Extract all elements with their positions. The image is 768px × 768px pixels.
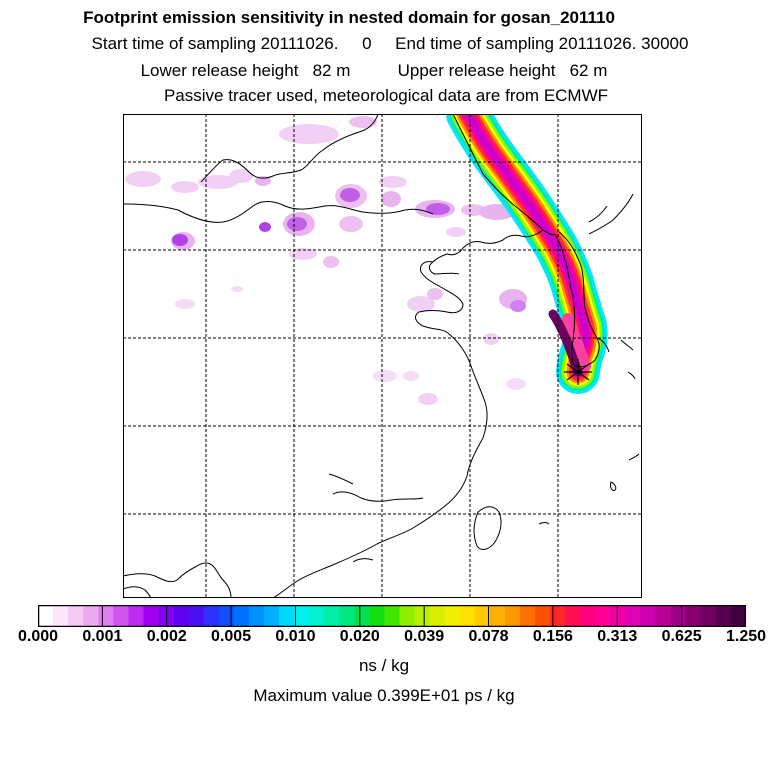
colorbar-swatch bbox=[595, 605, 611, 627]
colorbar-swatch bbox=[38, 605, 54, 627]
colorbar-swatch bbox=[655, 605, 672, 627]
colorbar-swatch bbox=[384, 605, 401, 627]
colorbar-swatch bbox=[279, 605, 295, 627]
title-line-1: Footprint emission sensitivity in nested… bbox=[83, 8, 615, 27]
colorbar-swatch bbox=[489, 605, 506, 627]
colorbar-frame bbox=[38, 605, 746, 627]
colorbar-tick-label: 1.250 bbox=[725, 628, 767, 645]
colorbar-swatch bbox=[670, 605, 687, 627]
colorbar-swatch bbox=[113, 605, 129, 627]
colorbar-tick-label: 0.005 bbox=[211, 628, 252, 645]
colorbar-swatch bbox=[520, 605, 536, 627]
colorbar-tick-label: 0.002 bbox=[146, 628, 187, 645]
colorbar-tick-label: 0.001 bbox=[82, 628, 123, 645]
colorbar-swatch bbox=[248, 605, 265, 627]
colorbar-tick-label: 0.010 bbox=[275, 628, 316, 645]
colorbar-swatch bbox=[414, 605, 431, 627]
colorbar-swatch bbox=[203, 605, 220, 627]
colorbar-swatch bbox=[128, 605, 144, 627]
colorbar-swatch bbox=[730, 605, 746, 627]
colorbar-swatch bbox=[294, 605, 310, 627]
colorbar-swatch bbox=[474, 605, 491, 627]
colorbar-swatch bbox=[324, 605, 340, 627]
colorbar-tick-label: 0.313 bbox=[597, 628, 638, 645]
map-frame bbox=[123, 114, 642, 598]
colorbar-swatch bbox=[309, 605, 325, 627]
colorbar-swatch bbox=[173, 605, 190, 627]
colorbar-tick-label: 0.000 bbox=[17, 628, 59, 645]
colorbar-swatch bbox=[700, 605, 717, 627]
colorbar-swatch bbox=[98, 605, 114, 627]
footprint-map bbox=[123, 114, 642, 598]
colorbar-swatch bbox=[369, 605, 385, 627]
colorbar-swatch bbox=[83, 605, 99, 627]
colorbar-tick-label: 0.039 bbox=[404, 628, 445, 645]
colorbar-swatch bbox=[233, 605, 250, 627]
colorbar-swatch bbox=[218, 605, 235, 627]
maximum-value-label: Maximum value 0.399E+01 ps / kg bbox=[253, 686, 515, 705]
emission-plume bbox=[446, 114, 608, 394]
colorbar-swatch bbox=[143, 605, 160, 627]
colorbar-swatch bbox=[685, 605, 702, 627]
colorbar-tick-label: 0.156 bbox=[532, 628, 573, 645]
colorbar-swatch bbox=[610, 605, 626, 627]
colorbar-swatch bbox=[68, 605, 84, 627]
gosan-receptor-marker bbox=[564, 359, 592, 385]
lat-lon-grid bbox=[123, 114, 642, 598]
colorbar-swatch bbox=[535, 605, 551, 627]
title-line-4: Passive tracer used, meteorological data… bbox=[163, 86, 609, 105]
colorbar-tick-label: 0.020 bbox=[339, 628, 380, 645]
sensitivity-patches bbox=[125, 116, 527, 405]
colorbar-swatch bbox=[625, 605, 642, 627]
colorbar-swatch bbox=[263, 605, 280, 627]
title-line-2: Start time of sampling 20111026. 0 End t… bbox=[91, 34, 689, 53]
colorbar-swatch bbox=[354, 605, 370, 627]
colorbar-swatch bbox=[188, 605, 205, 627]
colorbar-swatch bbox=[399, 605, 416, 627]
colorbar-swatch bbox=[459, 605, 476, 627]
colorbar-tick-label: 0.625 bbox=[661, 628, 702, 645]
colorbar-swatch bbox=[715, 605, 732, 627]
colorbar-swatch bbox=[565, 605, 581, 627]
colorbar bbox=[38, 605, 746, 627]
colorbar-tick-label: 0.078 bbox=[468, 628, 509, 645]
coastlines bbox=[123, 114, 640, 598]
units-label: ns / kg bbox=[358, 656, 410, 675]
colorbar-swatch bbox=[580, 605, 596, 627]
plume-band bbox=[562, 313, 591, 372]
colorbar-swatch bbox=[550, 605, 566, 627]
plume-core bbox=[548, 309, 583, 377]
colorbar-swatch bbox=[429, 605, 446, 627]
colorbar-swatch bbox=[53, 605, 69, 627]
colorbar-swatch bbox=[444, 605, 461, 627]
colorbar-swatch bbox=[504, 605, 521, 627]
colorbar-swatch bbox=[339, 605, 355, 627]
colorbar-swatch bbox=[640, 605, 657, 627]
title-line-3: Lower release height 82 m Upper release … bbox=[140, 61, 608, 80]
